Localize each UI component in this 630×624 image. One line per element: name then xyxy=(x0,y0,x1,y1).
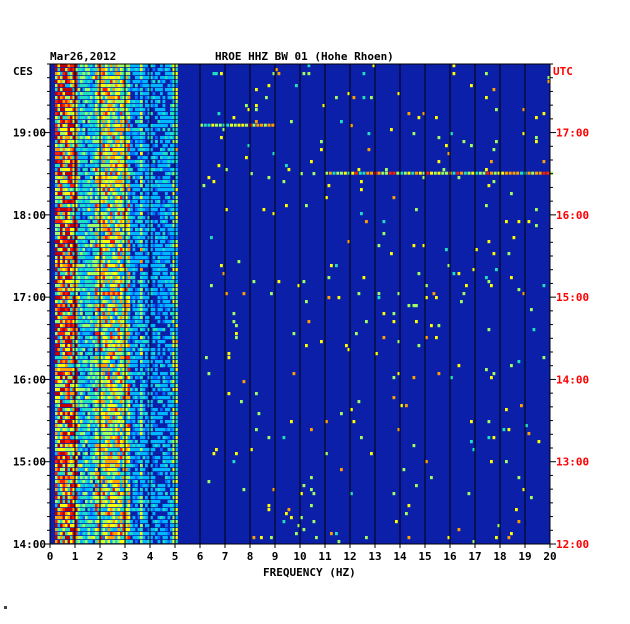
x-tick-label: 13 xyxy=(368,550,381,563)
x-tick-label: 0 xyxy=(47,550,54,563)
y-axis-ticks: 19:00 17:00 18:00 16:00 17:00 15:00 16:00 14:00… xyxy=(13,63,589,551)
left-time-label: 18:00 xyxy=(13,209,46,222)
x-tick-label: 1 xyxy=(72,550,79,563)
x-tick-label: 15 xyxy=(418,550,431,563)
x-tick-label: 14 xyxy=(393,550,407,563)
left-time-label: 17:00 xyxy=(13,291,46,304)
x-tick-label: 19 xyxy=(518,550,531,563)
x-tick-label: 7 xyxy=(222,550,229,563)
chart-date: Mar26,2012 xyxy=(50,50,116,63)
right-time-label: 17:00 xyxy=(556,127,589,140)
left-time-label: 14:00 xyxy=(13,538,46,551)
x-tick-label: 10 xyxy=(293,550,306,563)
spectrogram-plot-area xyxy=(49,63,553,545)
x-tick-label: 8 xyxy=(247,550,254,563)
x-axis-label: FREQUENCY (HZ) xyxy=(263,566,356,579)
left-time-label: 19:00 xyxy=(13,127,46,140)
x-axis-ticks: 0 1 2 3 4 5 6 7 8 9 10 11 12 13 14 15 16 17 18 19 20 xyxy=(47,544,557,563)
x-tick-label: 11 xyxy=(318,550,332,563)
chart-title: HROE HHZ BW 01 (Hohe Rhoen) xyxy=(215,50,394,63)
right-time-label: 15:00 xyxy=(556,291,589,304)
left-time-label: 16:00 xyxy=(13,373,46,386)
x-tick-label: 18 xyxy=(493,550,506,563)
energy-event-0 xyxy=(200,123,275,127)
x-tick-label: 20 xyxy=(543,550,556,563)
left-time-label: 15:00 xyxy=(13,456,46,469)
x-tick-label: 6 xyxy=(197,550,204,563)
corner-mark xyxy=(4,606,7,609)
x-tick-label: 12 xyxy=(343,550,356,563)
x-tick-label: 5 xyxy=(172,550,179,563)
x-tick-label: 16 xyxy=(443,550,457,563)
x-tick-label: 9 xyxy=(272,550,279,563)
left-timezone-label: CES xyxy=(13,65,33,78)
right-time-label: 12:00 xyxy=(556,538,589,551)
right-time-label: 13:00 xyxy=(556,456,589,469)
right-time-label: 16:00 xyxy=(556,209,589,222)
right-timezone-label: UTC xyxy=(553,65,573,78)
spectrogram-texture xyxy=(55,64,551,544)
x-tick-label: 2 xyxy=(97,550,104,563)
x-tick-label: 17 xyxy=(468,550,481,563)
x-tick-label: 4 xyxy=(147,550,154,563)
right-time-label: 14:00 xyxy=(556,373,589,386)
x-tick-label: 3 xyxy=(122,550,129,563)
energy-event-1 xyxy=(325,171,553,175)
